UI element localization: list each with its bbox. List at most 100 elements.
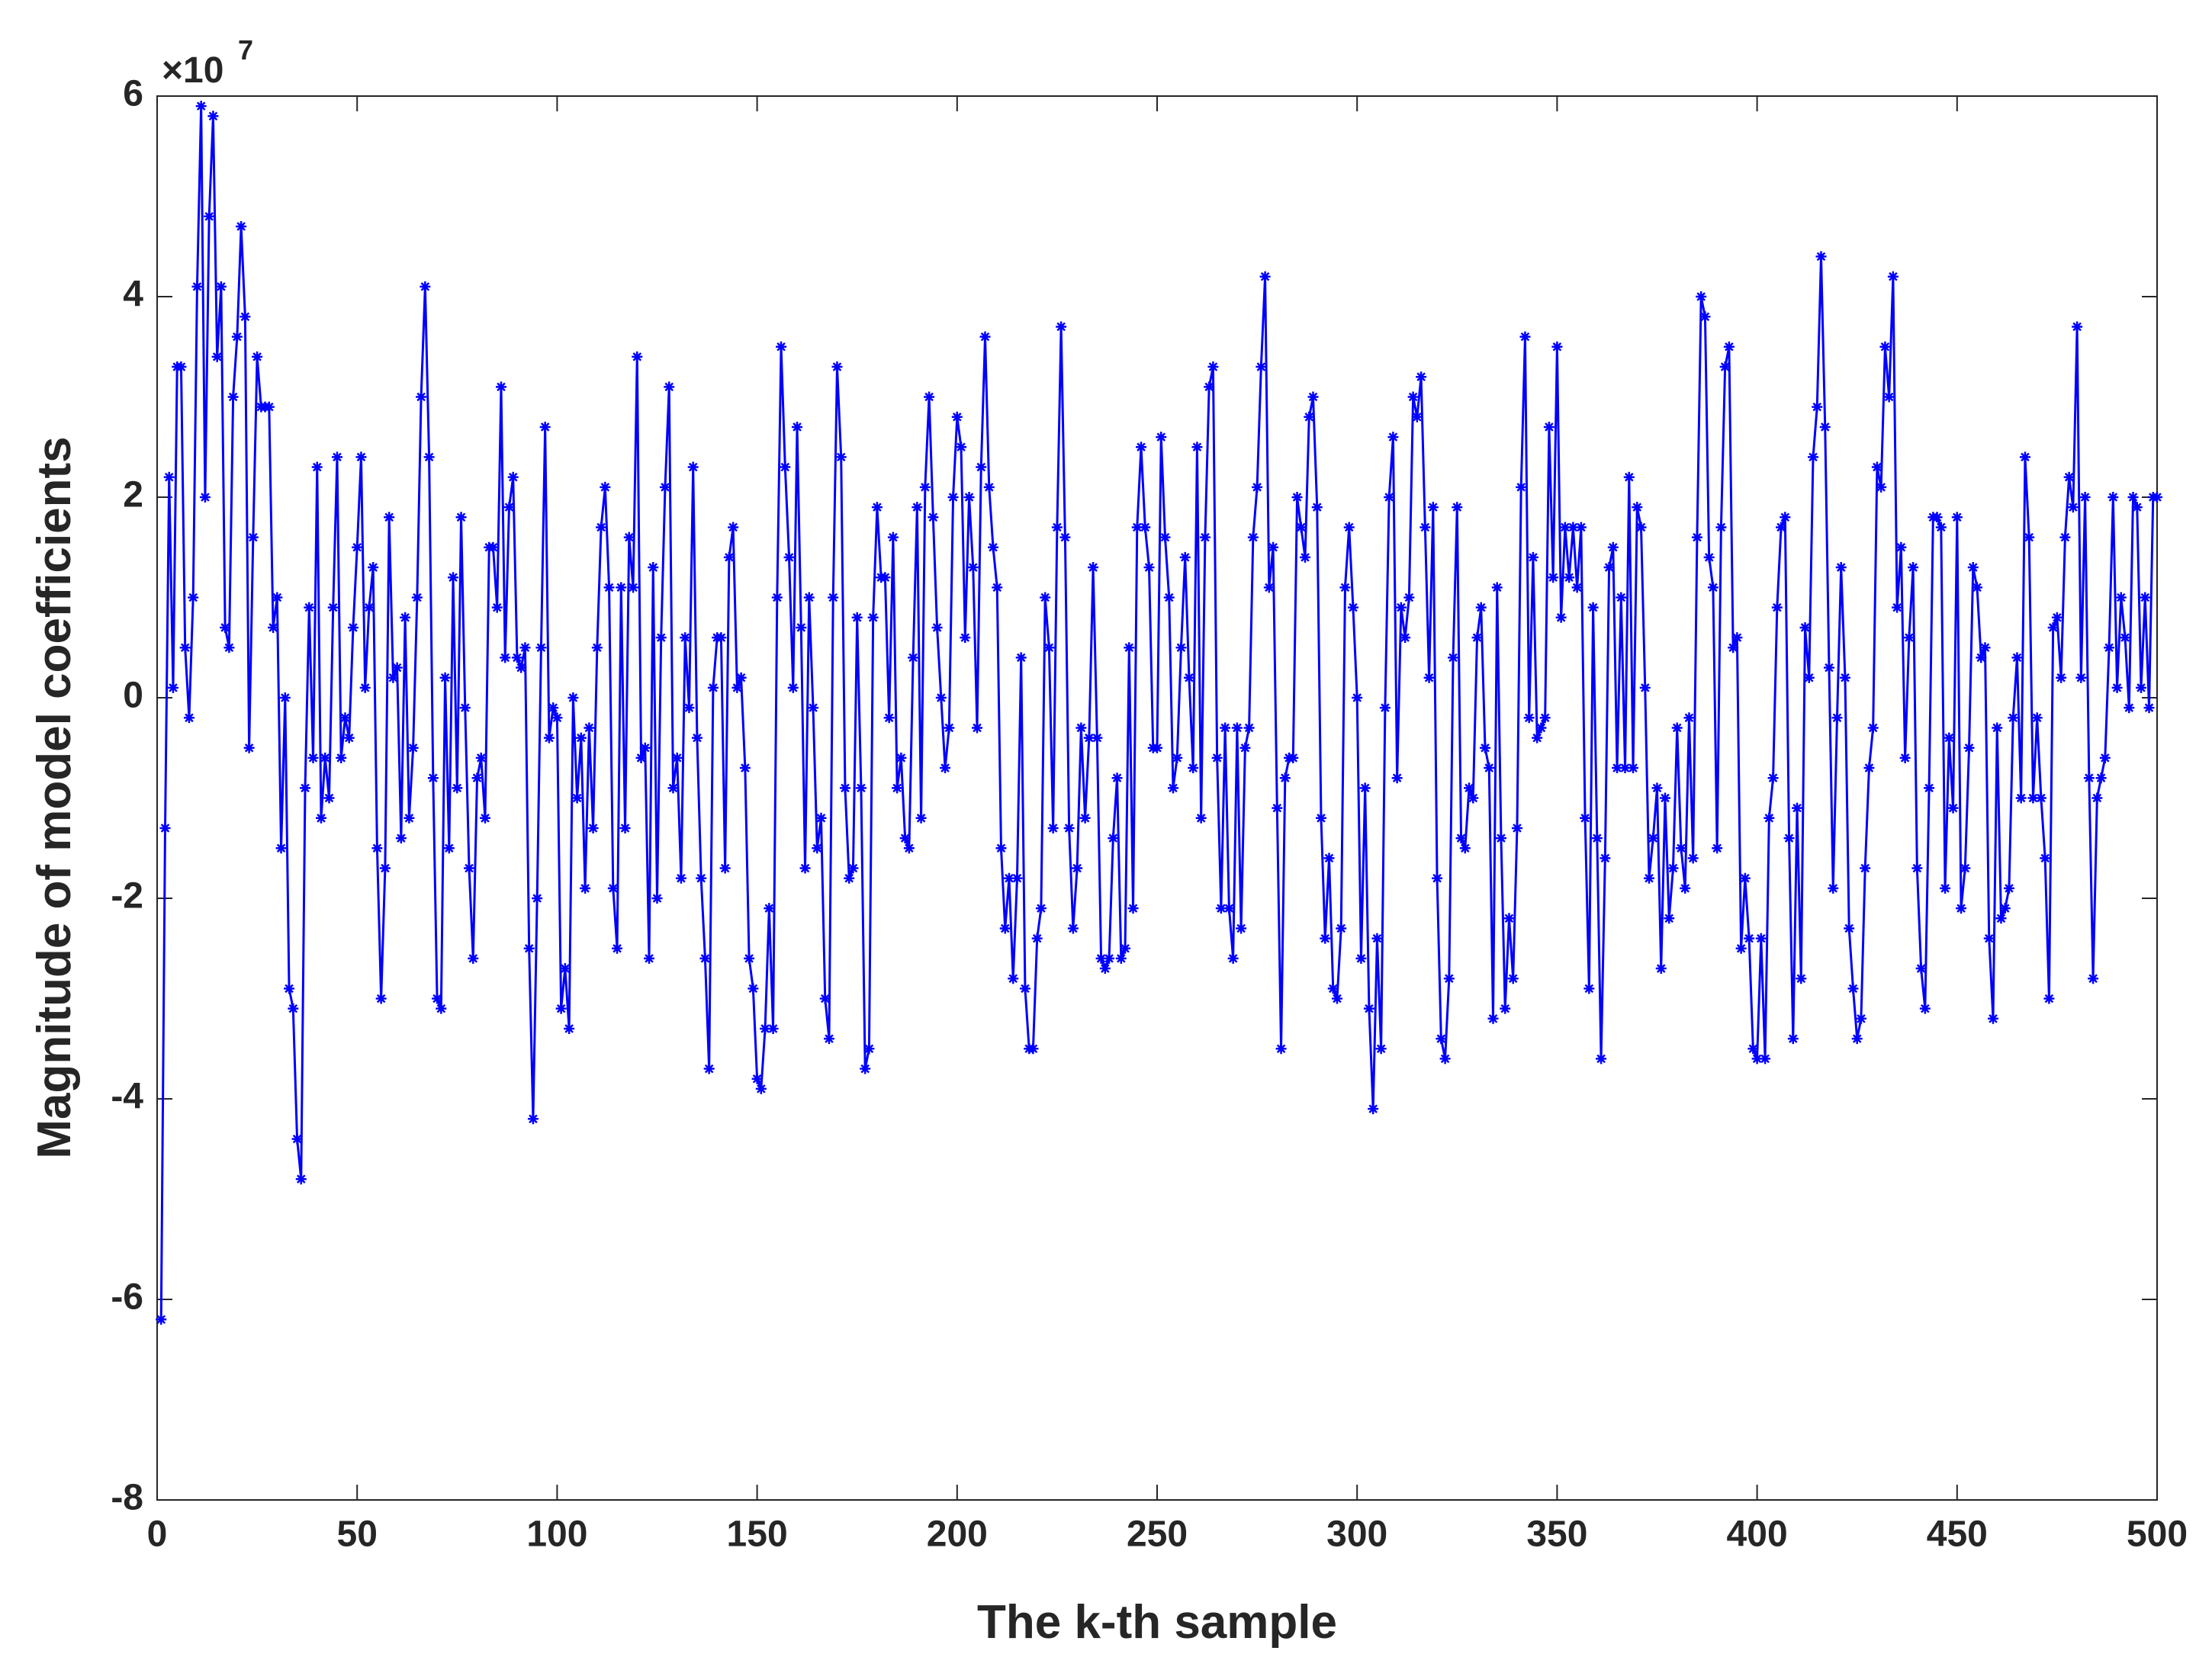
data-marker (1311, 502, 1323, 513)
data-marker (272, 592, 283, 603)
data-marker (1744, 933, 1755, 944)
data-marker (823, 1033, 834, 1045)
data-marker (311, 461, 323, 473)
data-marker (1288, 752, 1299, 763)
data-marker (343, 732, 355, 743)
y-multiplier: ×10 (162, 50, 223, 91)
data-marker (1947, 802, 1959, 814)
data-marker (1931, 512, 1943, 523)
data-marker (1063, 822, 1075, 833)
data-marker (1580, 812, 1591, 824)
data-marker (644, 952, 655, 964)
data-marker (908, 652, 919, 663)
y-tick-label: -2 (111, 876, 143, 917)
data-marker (1191, 442, 1203, 453)
data-line (159, 106, 2157, 1320)
data-marker (1059, 532, 1071, 543)
data-marker (2015, 792, 2027, 804)
data-marker (1911, 862, 1923, 874)
x-tick-label: 450 (1927, 1514, 1988, 1555)
data-marker (523, 943, 535, 954)
data-marker (1844, 923, 1855, 934)
data-marker (1400, 632, 1411, 644)
plot-box (156, 95, 2158, 1501)
data-marker (1683, 712, 1695, 724)
data-marker (527, 1113, 539, 1125)
data-marker (487, 541, 499, 553)
data-marker (2088, 973, 2099, 984)
data-marker (1211, 752, 1223, 763)
data-marker (347, 621, 358, 633)
data-marker (1908, 562, 1919, 573)
data-marker (1731, 632, 1743, 644)
data-marker (1419, 522, 1431, 533)
data-marker (1339, 582, 1351, 593)
data-marker (1924, 782, 1935, 794)
data-marker (835, 451, 847, 463)
data-marker (1067, 923, 1079, 934)
data-marker (1056, 321, 1067, 332)
data-marker (1452, 502, 1463, 513)
data-marker (387, 672, 399, 683)
data-marker (844, 872, 855, 884)
data-marker (1391, 772, 1403, 784)
data-marker (2152, 492, 2162, 503)
data-marker (2067, 502, 2079, 513)
data-marker (2043, 993, 2055, 1004)
data-marker (1272, 802, 1283, 814)
data-marker (983, 481, 995, 493)
data-marker (1828, 882, 1839, 894)
x-tick-label: 300 (1326, 1514, 1387, 1555)
data-marker (1436, 1033, 1447, 1045)
data-marker (183, 712, 195, 724)
data-marker (1715, 522, 1727, 533)
data-marker (443, 843, 455, 854)
data-marker (1855, 1013, 1866, 1024)
data-marker (320, 752, 331, 763)
data-marker (651, 893, 663, 904)
data-marker (1416, 371, 1427, 383)
data-marker (400, 612, 411, 623)
data-marker (331, 451, 342, 463)
data-marker (1535, 722, 1547, 734)
data-marker (1127, 903, 1139, 914)
data-marker (279, 692, 291, 703)
data-marker (928, 512, 939, 523)
data-marker (475, 752, 487, 763)
data-marker (899, 833, 911, 844)
data-marker (1207, 361, 1219, 373)
data-marker (1188, 763, 1199, 774)
data-marker (1227, 952, 1239, 964)
data-marker (1915, 963, 1927, 975)
data-marker (731, 682, 743, 693)
data-marker (1275, 1043, 1287, 1055)
data-marker (696, 872, 707, 884)
data-marker (1603, 562, 1615, 573)
data-marker (1432, 872, 1443, 884)
data-marker (675, 872, 686, 884)
data-marker (211, 351, 223, 362)
data-marker (1295, 522, 1307, 533)
data-marker (956, 442, 967, 453)
data-marker (776, 341, 787, 352)
data-marker (1799, 621, 1811, 633)
data-marker (1092, 732, 1103, 743)
data-marker (1368, 1103, 1379, 1115)
data-marker (1763, 812, 1775, 824)
data-marker (2035, 792, 2046, 804)
x-axis-label: The k-th sample (977, 1596, 1337, 1649)
data-marker (1511, 822, 1522, 833)
data-marker (191, 281, 203, 292)
data-marker (471, 772, 483, 784)
x-tick-label: 200 (927, 1514, 988, 1555)
data-marker (223, 642, 235, 654)
data-marker (792, 421, 803, 432)
data-marker (439, 672, 451, 683)
data-marker (548, 702, 559, 714)
data-marker (1796, 973, 1807, 984)
data-marker (1035, 903, 1047, 914)
data-marker (1159, 532, 1171, 543)
data-marker (947, 492, 959, 503)
data-marker (1072, 862, 1083, 874)
